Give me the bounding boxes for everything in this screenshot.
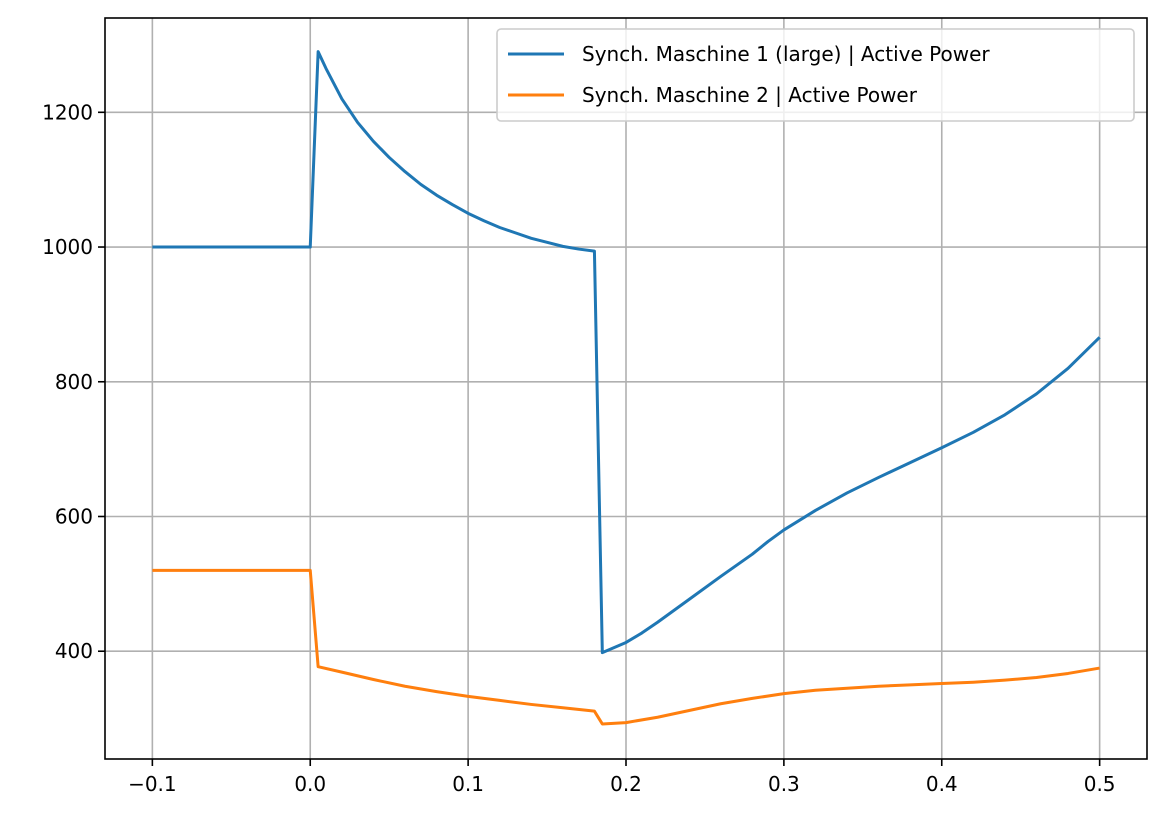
series-line-2: [152, 568, 1100, 726]
y-axis: 400 600 800 1000 1200: [42, 100, 105, 663]
x-tick-label: 0.2: [610, 772, 642, 796]
y-tick-label: 1000: [42, 235, 93, 259]
y-tick-label: 400: [55, 639, 93, 663]
x-tick-label: 0.5: [1084, 772, 1116, 796]
series-line-1: [152, 50, 1101, 655]
legend-label-2: Synch. Maschine 2 | Active Power: [582, 83, 918, 107]
x-tick-label: −0.1: [128, 772, 177, 796]
x-tick-label: 0.0: [294, 772, 326, 796]
x-tick-label: 0.4: [926, 772, 958, 796]
x-axis: −0.1 0.0 0.1 0.2 0.3 0.4 0.5: [128, 759, 1116, 796]
legend-box: [496, 28, 1135, 122]
x-tick-label: 0.1: [452, 772, 484, 796]
x-tick-label: 0.3: [768, 772, 800, 796]
legend: Synch. Maschine 1 (large) | Active Power…: [496, 28, 1135, 122]
y-tick-label: 1200: [42, 100, 93, 124]
legend-label-1: Synch. Maschine 1 (large) | Active Power: [582, 42, 990, 66]
grid-lines: [105, 18, 1147, 759]
y-tick-label: 600: [55, 504, 93, 528]
series-layer: [152, 50, 1101, 726]
y-tick-label: 800: [55, 370, 93, 394]
